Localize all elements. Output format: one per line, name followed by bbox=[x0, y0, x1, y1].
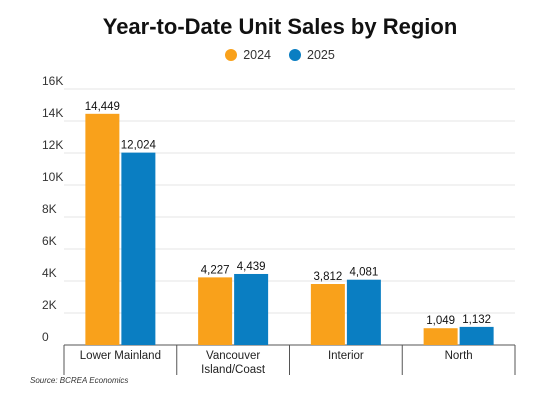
data-label-2025-2: 4,081 bbox=[349, 267, 378, 279]
bar-2025-0 bbox=[121, 152, 156, 345]
data-label-2025-0: 12,024 bbox=[121, 140, 157, 152]
y-tick-label-5: 10K bbox=[42, 170, 63, 184]
data-label-2024-0: 14,449 bbox=[85, 101, 120, 113]
bar-2025-1 bbox=[234, 273, 269, 345]
x-tick-label-3-0: North bbox=[445, 350, 473, 362]
legend-swatch-2024 bbox=[225, 49, 238, 61]
legend-label-2024: 2024 bbox=[243, 48, 271, 62]
y-tick-label-2: 4K bbox=[42, 266, 57, 280]
x-tick-label-1-0: Vancouver bbox=[206, 350, 260, 362]
y-tick-label-4: 8K bbox=[42, 202, 57, 216]
y-tick-label-8: 16K bbox=[42, 74, 63, 88]
legend-label-2025: 2025 bbox=[307, 48, 335, 62]
legend-item-2024: 2024 bbox=[225, 48, 271, 62]
x-tick-label-2-0: Interior bbox=[328, 350, 364, 362]
bar-2024-2 bbox=[310, 284, 345, 345]
legend-item-2025: 2025 bbox=[289, 48, 335, 62]
data-label-2025-3: 1,132 bbox=[462, 314, 491, 326]
bar-2024-3 bbox=[423, 328, 458, 345]
x-tick-label-0-0: Lower Mainland bbox=[80, 350, 161, 362]
bar-2025-2 bbox=[346, 279, 381, 345]
legend-swatch-2025 bbox=[289, 49, 301, 61]
x-tick-label-1-1: Island/Coast bbox=[201, 364, 266, 376]
data-label-2025-1: 4,439 bbox=[237, 261, 266, 273]
y-tick-label-1: 2K bbox=[42, 298, 57, 312]
data-label-2024-2: 3,812 bbox=[313, 271, 342, 283]
y-tick-label-7: 14K bbox=[42, 106, 63, 120]
y-tick-label-3: 6K bbox=[42, 234, 57, 248]
y-tick-label-6: 12K bbox=[42, 138, 63, 152]
data-label-2024-1: 4,227 bbox=[201, 264, 230, 276]
source-note: Source: BCREA Economics bbox=[30, 376, 129, 385]
chart-legend: 2024 2025 bbox=[0, 48, 560, 62]
bar-2024-0 bbox=[85, 113, 120, 345]
bar-2024-1 bbox=[198, 277, 233, 345]
data-label-2024-3: 1,049 bbox=[426, 315, 455, 327]
bar-2025-3 bbox=[459, 326, 494, 345]
y-tick-label-0: 0 bbox=[42, 330, 49, 344]
chart-title: Year-to-Date Unit Sales by Region bbox=[102, 14, 458, 39]
